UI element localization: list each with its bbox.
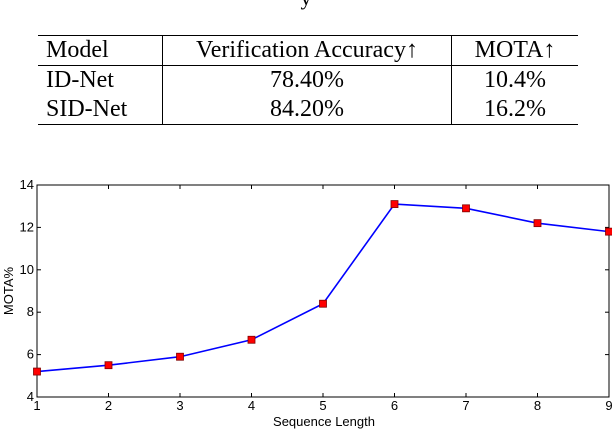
header-model: Model — [38, 35, 163, 66]
y-axis-label: MOTA% — [1, 266, 16, 315]
x-tick-label: 1 — [33, 398, 40, 413]
data-point — [104, 361, 113, 370]
data-point — [33, 367, 41, 376]
x-tick-label: 3 — [176, 398, 183, 413]
x-tick-label: 9 — [605, 398, 612, 413]
cell-mota: 16.2% — [484, 96, 546, 122]
table-row: SID-Net 84.20% 16.2% — [38, 95, 578, 125]
data-point — [605, 227, 612, 236]
cell-verification-accuracy: 84.20% — [162, 95, 452, 125]
data-point — [462, 204, 470, 213]
table-header-row: Model Verification Accuracy↑ MOTA↑ — [38, 35, 578, 66]
x-tick-label: 8 — [534, 398, 541, 413]
y-tick-label: 6 — [27, 347, 34, 362]
data-point — [176, 352, 184, 361]
data-point — [319, 299, 327, 308]
plot-frame — [36, 184, 610, 398]
series-line — [36, 203, 610, 373]
y-tick-label: 8 — [27, 304, 34, 319]
x-tick-label: 5 — [319, 398, 326, 413]
x-axis-label: Sequence Length — [273, 414, 375, 429]
x-tick-label: 6 — [391, 398, 398, 413]
x-tick-label: 2 — [105, 398, 112, 413]
data-point — [390, 200, 399, 208]
header-mota: MOTA↑ — [474, 37, 556, 63]
header-verification-accuracy: Verification Accuracy↑ — [162, 35, 452, 66]
data-point — [533, 219, 542, 228]
cell-verification-accuracy: 78.40% — [162, 65, 452, 95]
table-row: ID-Net 78.40% 10.4% — [38, 65, 578, 95]
results-table: Model Verification Accuracy↑ MOTA↑ ID-Ne… — [38, 35, 578, 125]
caption-fragment: y — [0, 0, 612, 10]
cell-model: ID-Net — [38, 65, 163, 95]
y-tick-label: 10 — [20, 262, 34, 277]
y-tick-label: 14 — [20, 177, 34, 192]
cell-mota: 10.4% — [484, 67, 546, 93]
y-tick-label: 4 — [27, 389, 34, 404]
x-tick-label: 4 — [248, 398, 255, 413]
data-point — [247, 335, 256, 344]
x-tick-label: 7 — [462, 398, 469, 413]
cell-model: SID-Net — [38, 95, 163, 125]
y-tick-label: 12 — [20, 219, 34, 234]
